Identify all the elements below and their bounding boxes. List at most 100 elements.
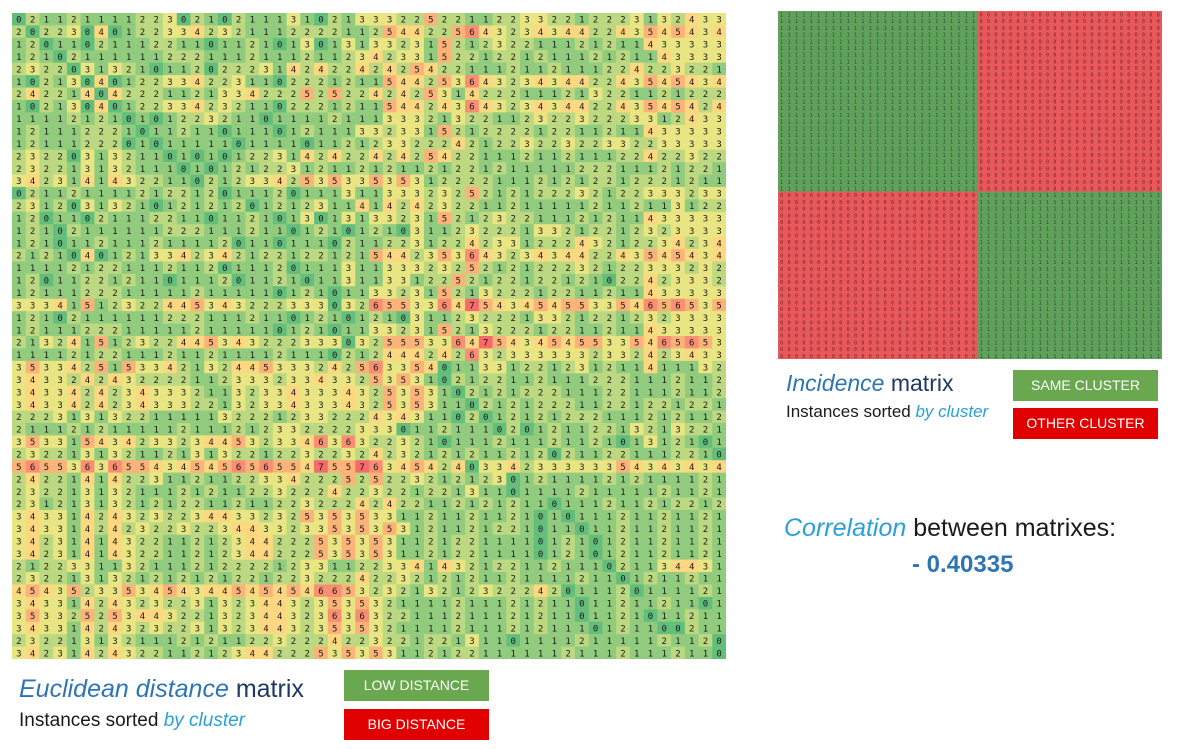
distance-cell: [465, 50, 480, 63]
distance-cell: [657, 37, 672, 51]
distance-cell-label: 2: [620, 401, 625, 411]
distance-cell-label: 0: [30, 28, 35, 38]
distance-cell-label: 4: [456, 140, 461, 150]
distance-cell-label: 2: [689, 426, 694, 436]
distance-cell: [341, 99, 356, 113]
distance-cell-label: 2: [318, 103, 323, 113]
distance-cell: [217, 87, 232, 101]
distance-cell-label: 1: [716, 475, 721, 485]
distance-cell-label: 3: [318, 401, 323, 411]
distance-cell-label: 2: [497, 289, 502, 299]
distance-cell-label: 2: [456, 500, 461, 510]
distance-cell-label: 2: [346, 413, 351, 423]
distance-cell: [135, 112, 150, 126]
distance-cell: [520, 87, 535, 101]
distance-cell-label: 5: [442, 289, 447, 299]
distance-cell-label: 2: [565, 190, 570, 200]
distance-cell-label: 1: [428, 128, 433, 138]
distance-cell: [478, 87, 493, 101]
distance-cell-label: 2: [167, 264, 172, 274]
distance-cell-label: 2: [332, 16, 337, 26]
distance-cell-label: 3: [401, 277, 406, 287]
distance-cell-label: 5: [126, 463, 131, 473]
distance-cell-label: 2: [620, 16, 625, 26]
distance-cell-label: 1: [277, 65, 282, 75]
distance-cell-label: 1: [661, 451, 666, 461]
distance-cell-label: 1: [661, 202, 666, 212]
distance-cell-label: 0: [99, 90, 104, 100]
distance-cell-label: 1: [620, 488, 625, 498]
distance-cell-label: 3: [703, 252, 708, 262]
distance-cell-label: 1: [153, 277, 158, 287]
distance-cell-label: 0: [579, 600, 584, 610]
distance-cell-label: 1: [167, 65, 172, 75]
distance-cell: [231, 62, 246, 76]
distance-cell: [314, 37, 329, 51]
distance-cell: [616, 37, 631, 51]
distance-cell-label: 1: [565, 388, 570, 398]
distance-cell-label: 4: [538, 103, 543, 113]
distance-cell: [39, 50, 54, 63]
distance-cell-label: 1: [44, 115, 49, 125]
distance-cell: [492, 50, 507, 63]
distance-cell-label: 1: [538, 500, 543, 510]
distance-cell-label: 2: [510, 451, 515, 461]
distance-cell-label: 5: [703, 339, 708, 349]
distance-cell-label: 2: [510, 525, 515, 535]
distance-cell-label: 1: [208, 239, 213, 249]
distance-cell: [259, 50, 274, 63]
distance-cell-label: 1: [579, 451, 584, 461]
distance-cell-label: 2: [291, 103, 296, 113]
distance-cell-label: 1: [359, 103, 364, 113]
distance-cell-label: 5: [346, 587, 351, 597]
distance-cell: [410, 112, 425, 126]
distance-cell-label: 0: [579, 525, 584, 535]
distance-cell-label: 1: [208, 152, 213, 162]
distance-cell-label: 2: [373, 314, 378, 324]
distance-cell-label: 2: [428, 525, 433, 535]
distance-cell-label: 2: [236, 500, 241, 510]
distance-cell-label: 5: [483, 301, 488, 311]
distance-cell-label: 3: [414, 239, 419, 249]
distance-cell-label: 1: [140, 451, 145, 461]
distance-cell-label: 4: [222, 587, 227, 597]
distance-cell-label: 2: [524, 128, 529, 138]
distance-cell-label: 2: [483, 115, 488, 125]
distance-cell: [314, 25, 329, 39]
distance-cell-label: 3: [153, 438, 158, 448]
distance-cell-label: 3: [57, 177, 62, 187]
distance-cell-label: 2: [524, 41, 529, 51]
distance-cell-label: 1: [579, 475, 584, 485]
distance-cell: [520, 25, 535, 39]
distance-cell-label: 5: [16, 463, 21, 473]
distance-cell-label: 3: [703, 351, 708, 361]
distance-cell-label: 6: [112, 463, 117, 473]
distance-cell-label: 1: [71, 488, 76, 498]
distance-cell-label: 2: [195, 289, 200, 299]
distance-cell-label: 5: [195, 301, 200, 311]
distance-cell-label: 1: [195, 488, 200, 498]
distance-cell-label: 5: [469, 190, 474, 200]
distance-cell-label: 6: [373, 364, 378, 374]
distance-cell-label: 2: [456, 227, 461, 237]
distance-cell-label: 2: [510, 575, 515, 585]
distance-cell: [671, 37, 686, 51]
distance-cell-label: 2: [648, 426, 653, 436]
distance-cell-label: 0: [222, 128, 227, 138]
distance-cell: [451, 50, 466, 63]
distance-cell: [176, 87, 191, 101]
distance-cell-label: 1: [497, 575, 502, 585]
distance-cell-label: 2: [153, 90, 158, 100]
distance-cell: [451, 62, 466, 76]
distance-cell-label: 1: [483, 16, 488, 26]
distance-cell-label: 5: [359, 525, 364, 535]
distance-cell-label: 2: [428, 202, 433, 212]
distance-cell-label: 3: [167, 103, 172, 113]
distance-cell: [53, 13, 68, 26]
distance-cell-label: 2: [634, 140, 639, 150]
distance-cell-label: 0: [57, 239, 62, 249]
distance-cell-label: 5: [648, 252, 653, 262]
distance-cell-label: 1: [565, 488, 570, 498]
distance-cell: [629, 87, 644, 101]
distance-cell-label: 2: [71, 351, 76, 361]
